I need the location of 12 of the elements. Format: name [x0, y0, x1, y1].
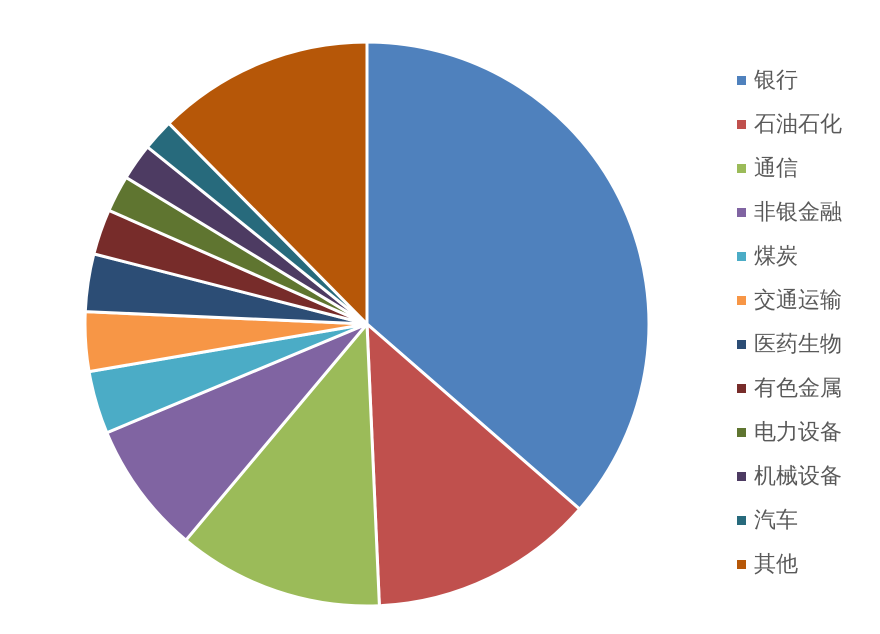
legend-label: 电力设备: [754, 420, 842, 445]
legend-label: 其他: [754, 552, 798, 577]
legend-label: 非银金融: [754, 200, 842, 225]
legend-label: 通信: [754, 156, 798, 181]
legend-label: 煤炭: [754, 244, 798, 269]
legend-label: 有色金属: [754, 376, 842, 401]
legend-label: 交通运输: [754, 288, 842, 313]
legend-label: 汽车: [754, 508, 798, 533]
legend-label: 银行: [753, 68, 798, 93]
legend-label: 医药生物: [754, 332, 842, 357]
legend-label: 石油石化: [754, 112, 842, 137]
legend-label: 机械设备: [754, 464, 842, 489]
